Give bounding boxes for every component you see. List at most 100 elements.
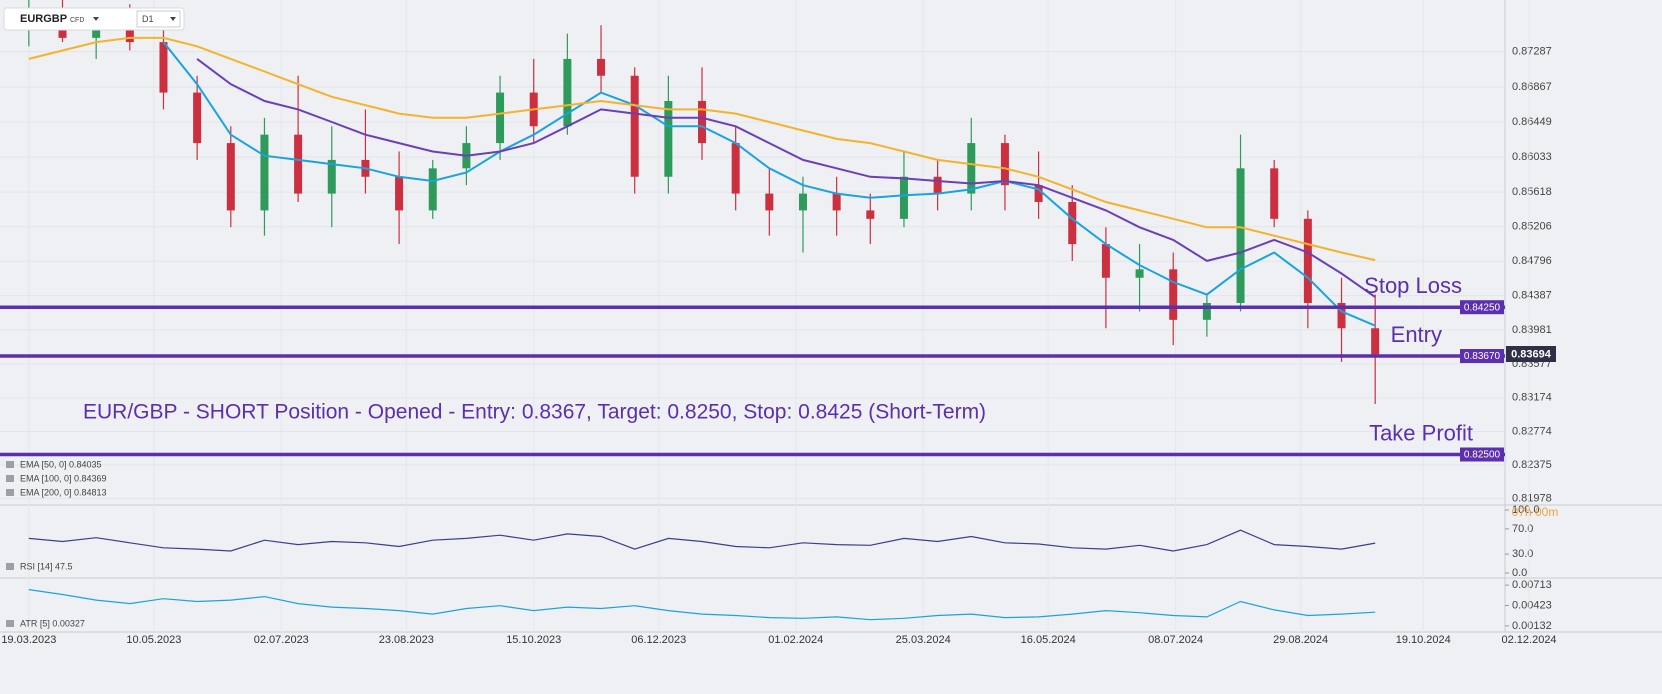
legend-icon	[6, 620, 14, 627]
x-tick-label: 29.08.2024	[1273, 634, 1328, 646]
candle-body	[698, 101, 707, 144]
series-line	[196, 58, 1376, 298]
last-price-label: 0.83694	[1511, 348, 1552, 360]
x-tick-label: 01.02.2024	[768, 634, 823, 646]
candle-body	[294, 134, 303, 194]
x-tick-label: 19.03.2023	[1, 634, 56, 646]
y-tick-label: 0.84796	[1512, 255, 1552, 267]
x-tick-label: 02.07.2023	[254, 634, 309, 646]
annotation: EUR/GBP - SHORT Position - Opened - Entr…	[83, 401, 986, 424]
y-tick-label: 0.82774	[1512, 425, 1552, 437]
candle-body	[1371, 328, 1380, 355]
x-tick-label: 16.05.2024	[1021, 634, 1076, 646]
candle-body	[664, 101, 673, 177]
x-tick-label: 25.03.2024	[896, 634, 951, 646]
legend-icon	[6, 475, 14, 482]
candle-body	[1303, 218, 1312, 303]
x-tick-label: 06.12.2023	[631, 634, 686, 646]
y-tick-label: 70.0	[1512, 523, 1533, 535]
candle-body	[597, 58, 606, 76]
symbol: EURGBP	[20, 13, 67, 25]
level-tag	[1460, 447, 1504, 462]
candle-body	[260, 134, 269, 211]
legend-entry: ATR [5] 0.00327	[20, 618, 85, 628]
series-line	[162, 41, 1376, 327]
candle-body	[731, 143, 740, 194]
legend-icon	[6, 461, 14, 468]
dropdown-arrow	[93, 17, 99, 21]
candle-body	[496, 92, 505, 144]
grid-layer: 0.87287 0.86867 0.86449 0.86033 0.85618 0.852…	[0, 45, 1557, 646]
y-tick-label: 0.84387	[1512, 290, 1552, 302]
level-name: Stop Loss	[1364, 273, 1462, 298]
candle-body	[92, 25, 101, 38]
candle-body	[832, 193, 841, 211]
legend-entry: RSI [14] 47.5	[20, 561, 73, 571]
candle-body	[1337, 303, 1346, 329]
candle-body	[226, 143, 235, 211]
candle-body	[1101, 244, 1110, 278]
candle-body	[327, 159, 336, 194]
candle-body	[866, 210, 875, 219]
y-tick-label: 0.83981	[1512, 324, 1552, 336]
y-tick-label: 100.0	[1512, 504, 1540, 516]
candle-body	[630, 75, 639, 177]
candle-body	[1270, 168, 1279, 219]
x-tick-label: 19.10.2024	[1396, 634, 1451, 646]
x-tick-label: 10.05.2023	[126, 634, 181, 646]
y-tick-label: 0.87287	[1512, 46, 1552, 58]
instrument: CFD	[70, 17, 84, 24]
y-tick-label: 0.85618	[1512, 186, 1552, 198]
level-tag	[1460, 300, 1504, 315]
candle-body	[1202, 303, 1211, 320]
y-tick-label: 0.81978	[1512, 492, 1552, 504]
overlay-layer: EMA [50, 0] 0.84035 EMA [100, 0] 0.84369 E…	[0, 273, 1556, 628]
marks-layer	[24, 0, 1380, 621]
y-tick-label: 0.85206	[1512, 221, 1552, 233]
candle-body	[193, 92, 202, 144]
x-tick-label: 08.07.2024	[1148, 634, 1203, 646]
legend-icon	[6, 489, 14, 496]
y-tick-label: 0.86033	[1512, 151, 1552, 163]
candle-body	[798, 193, 807, 211]
x-tick-label: 15.10.2023	[506, 634, 561, 646]
candle-body	[933, 176, 942, 194]
candle-body	[395, 176, 404, 211]
timeframe: D1	[142, 14, 154, 24]
y-tick-label: 0.86867	[1512, 81, 1552, 93]
y-tick-label: 0.83174	[1512, 392, 1552, 404]
level-tag-label: 0.82500	[1464, 450, 1501, 461]
candle-body	[159, 42, 168, 93]
legend-icon	[6, 563, 14, 570]
candle-body	[1034, 185, 1043, 202]
candle-body	[765, 193, 774, 211]
level-tag-label: 0.84250	[1464, 302, 1501, 313]
candle-body	[1000, 143, 1009, 186]
level-name: Entry	[1391, 322, 1442, 347]
x-tick-label: 02.12.2024	[1502, 634, 1557, 646]
candle-body	[1068, 202, 1077, 245]
candle-body	[428, 168, 437, 211]
dropdown-arrow	[170, 17, 176, 21]
series-line	[28, 36, 1376, 262]
candle-body	[967, 143, 976, 194]
y-tick-label: 0.0	[1512, 567, 1527, 579]
level-tag	[1460, 349, 1504, 364]
timeframe-box[interactable]	[136, 10, 181, 28]
y-tick-label: 0.00132	[1512, 620, 1552, 632]
candle-body	[125, 25, 134, 43]
y-tick-label: 30.0	[1512, 548, 1533, 560]
series-line	[28, 589, 1376, 621]
candle-body	[899, 176, 908, 219]
series-line	[28, 529, 1376, 552]
legend-entry: EMA [100, 0] 0.84369	[20, 473, 107, 483]
candle-body	[563, 58, 572, 127]
legend-entry: EMA [200, 0] 0.84813	[20, 487, 107, 497]
last-price-tag	[1506, 346, 1556, 363]
candle-body	[1135, 269, 1144, 278]
y-tick-label: 0.82375	[1512, 459, 1552, 471]
x-tick-label: 23.08.2023	[379, 634, 434, 646]
